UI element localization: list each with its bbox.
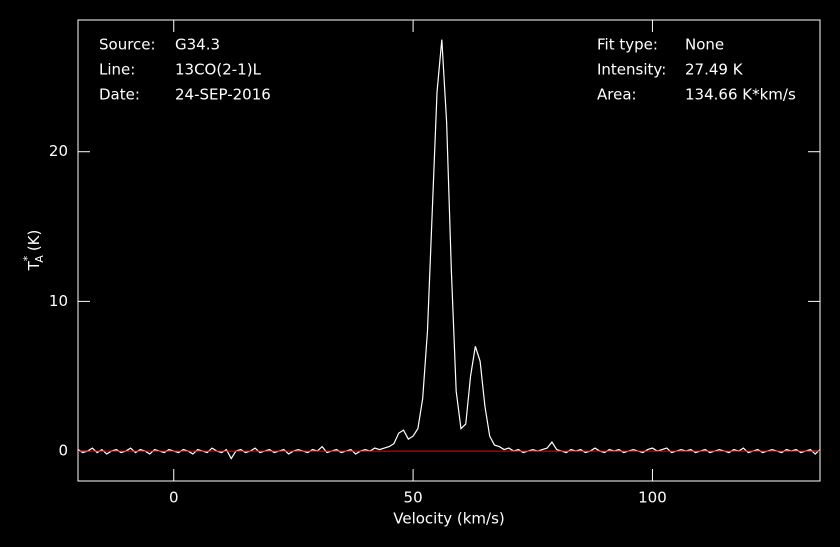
y-label-sup: * (21, 255, 34, 261)
info-label: Intensity: (597, 61, 666, 79)
x-tick-label: 100 (638, 489, 667, 507)
info-value: 13CO(2-1)L (175, 61, 262, 79)
info-value: 27.49 K (685, 61, 744, 79)
info-label: Line: (99, 61, 135, 79)
info-value: 24-SEP-2016 (175, 86, 271, 104)
x-axis-label: Velocity (km/s) (393, 510, 504, 528)
y-tick-label: 20 (49, 142, 68, 160)
info-label: Source: (99, 36, 156, 54)
y-label-unit: (K) (25, 230, 43, 252)
info-value: None (685, 36, 724, 54)
y-label-sub: A (33, 255, 46, 263)
info-value: 134.66 K*km/s (685, 86, 796, 104)
plot-frame (77, 19, 821, 482)
x-tick-label: 50 (404, 489, 423, 507)
y-tick-label: 0 (58, 442, 68, 460)
x-tick-label: 0 (169, 489, 179, 507)
info-value: G34.3 (175, 36, 220, 54)
info-label: Area: (597, 86, 637, 104)
y-label-base: T (25, 260, 43, 271)
y-axis-label: T*A (K) (21, 230, 46, 272)
info-label: Date: (99, 86, 140, 104)
y-tick-label: 10 (49, 292, 68, 310)
info-label: Fit type: (597, 36, 658, 54)
